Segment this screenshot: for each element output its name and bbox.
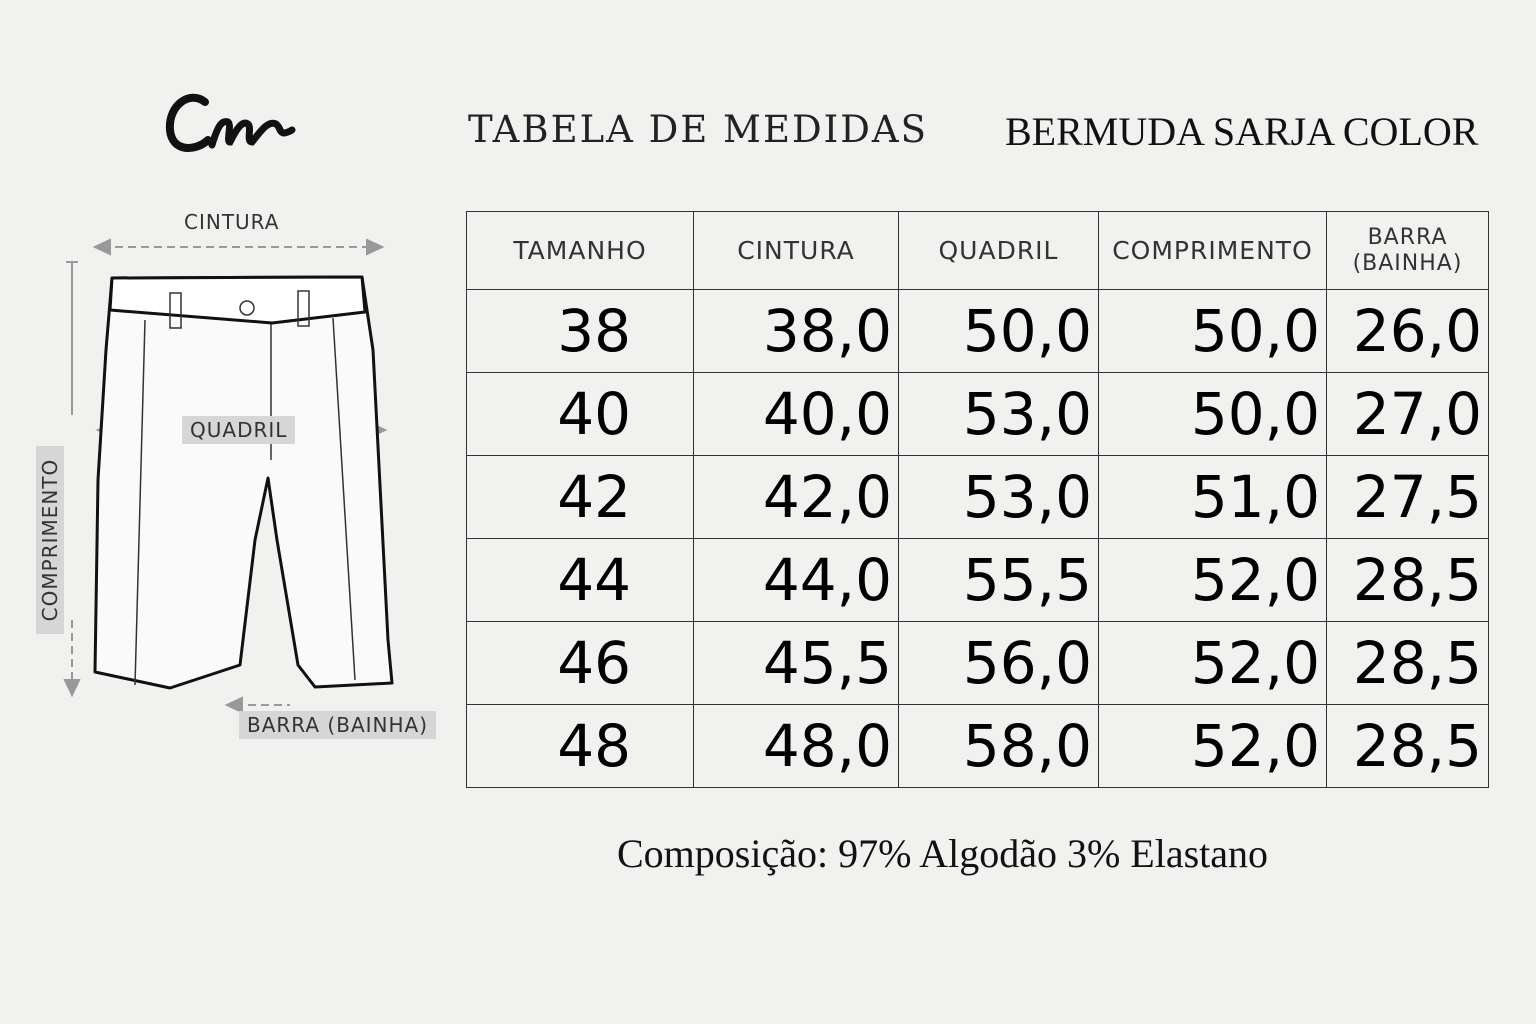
cell-hem: 27,5	[1326, 455, 1489, 539]
header-size: TAMANHO	[466, 211, 694, 290]
table-header-row: TAMANHO CINTURA QUADRIL COMPRIMENTO BARR…	[466, 211, 1489, 290]
cell-size: 38	[466, 289, 694, 373]
cell-hem: 28,5	[1326, 538, 1489, 622]
header-hem: BARRA (BAINHA)	[1326, 211, 1489, 290]
size-table: TAMANHO CINTURA QUADRIL COMPRIMENTO BARR…	[466, 211, 1489, 788]
cell-size: 42	[466, 455, 694, 539]
table-row: 48 48,0 58,0 52,0 28,5	[466, 704, 1489, 788]
cell-hip: 58,0	[898, 704, 1099, 788]
cell-hip: 53,0	[898, 372, 1099, 456]
hem-label: BARRA (BAINHA)	[239, 711, 437, 739]
cell-length: 50,0	[1098, 372, 1327, 456]
table-row: 46 45,5 56,0 52,0 28,5	[466, 621, 1489, 705]
cell-waist: 44,0	[693, 538, 899, 622]
cell-size: 48	[466, 704, 694, 788]
cell-waist: 42,0	[693, 455, 899, 539]
cell-hip: 53,0	[898, 455, 1099, 539]
cell-waist: 40,0	[693, 372, 899, 456]
cell-waist: 45,5	[693, 621, 899, 705]
cell-hem: 26,0	[1326, 289, 1489, 373]
cell-waist: 48,0	[693, 704, 899, 788]
cell-waist: 38,0	[693, 289, 899, 373]
table-row: 42 42,0 53,0 51,0 27,5	[466, 455, 1489, 539]
table-row: 44 44,0 55,5 52,0 28,5	[466, 538, 1489, 622]
length-label: COMPRIMENTO	[36, 446, 64, 634]
brand-logo	[165, 93, 296, 152]
waist-label: CINTURA	[184, 210, 280, 234]
cell-size: 40	[466, 372, 694, 456]
product-name: BERMUDA SARJA COLOR	[1005, 109, 1479, 154]
header-hip: QUADRIL	[898, 211, 1099, 290]
cell-length: 51,0	[1098, 455, 1327, 539]
hip-label: QUADRIL	[182, 416, 296, 444]
cell-hip: 50,0	[898, 289, 1099, 373]
cell-hem: 28,5	[1326, 621, 1489, 705]
cell-length: 50,0	[1098, 289, 1327, 373]
cell-hip: 55,5	[898, 538, 1099, 622]
table-row: 38 38,0 50,0 50,0 26,0	[466, 289, 1489, 373]
header-hem-line1: BARRA	[1367, 224, 1448, 250]
cell-hip: 56,0	[898, 621, 1099, 705]
cell-length: 52,0	[1098, 621, 1327, 705]
header-waist: CINTURA	[693, 211, 899, 290]
composition-text: Composição: 97% Algodão 3% Elastano	[617, 831, 1269, 876]
cell-length: 52,0	[1098, 704, 1327, 788]
header-length: COMPRIMENTO	[1098, 211, 1327, 290]
cell-hem: 27,0	[1326, 372, 1489, 456]
page-title: TABELA DE MEDIDAS	[468, 108, 928, 151]
cell-size: 44	[466, 538, 694, 622]
cell-size: 46	[466, 621, 694, 705]
shorts-illustration	[63, 238, 394, 714]
cell-length: 52,0	[1098, 538, 1327, 622]
cell-hem: 28,5	[1326, 704, 1489, 788]
shorts-diagram: CINTURA QUADRIL COMPRIMENTO BARRA (BAINH…	[36, 200, 460, 760]
table-row: 40 40,0 53,0 50,0 27,0	[466, 372, 1489, 456]
header-hem-line2: (BAINHA)	[1352, 250, 1463, 276]
